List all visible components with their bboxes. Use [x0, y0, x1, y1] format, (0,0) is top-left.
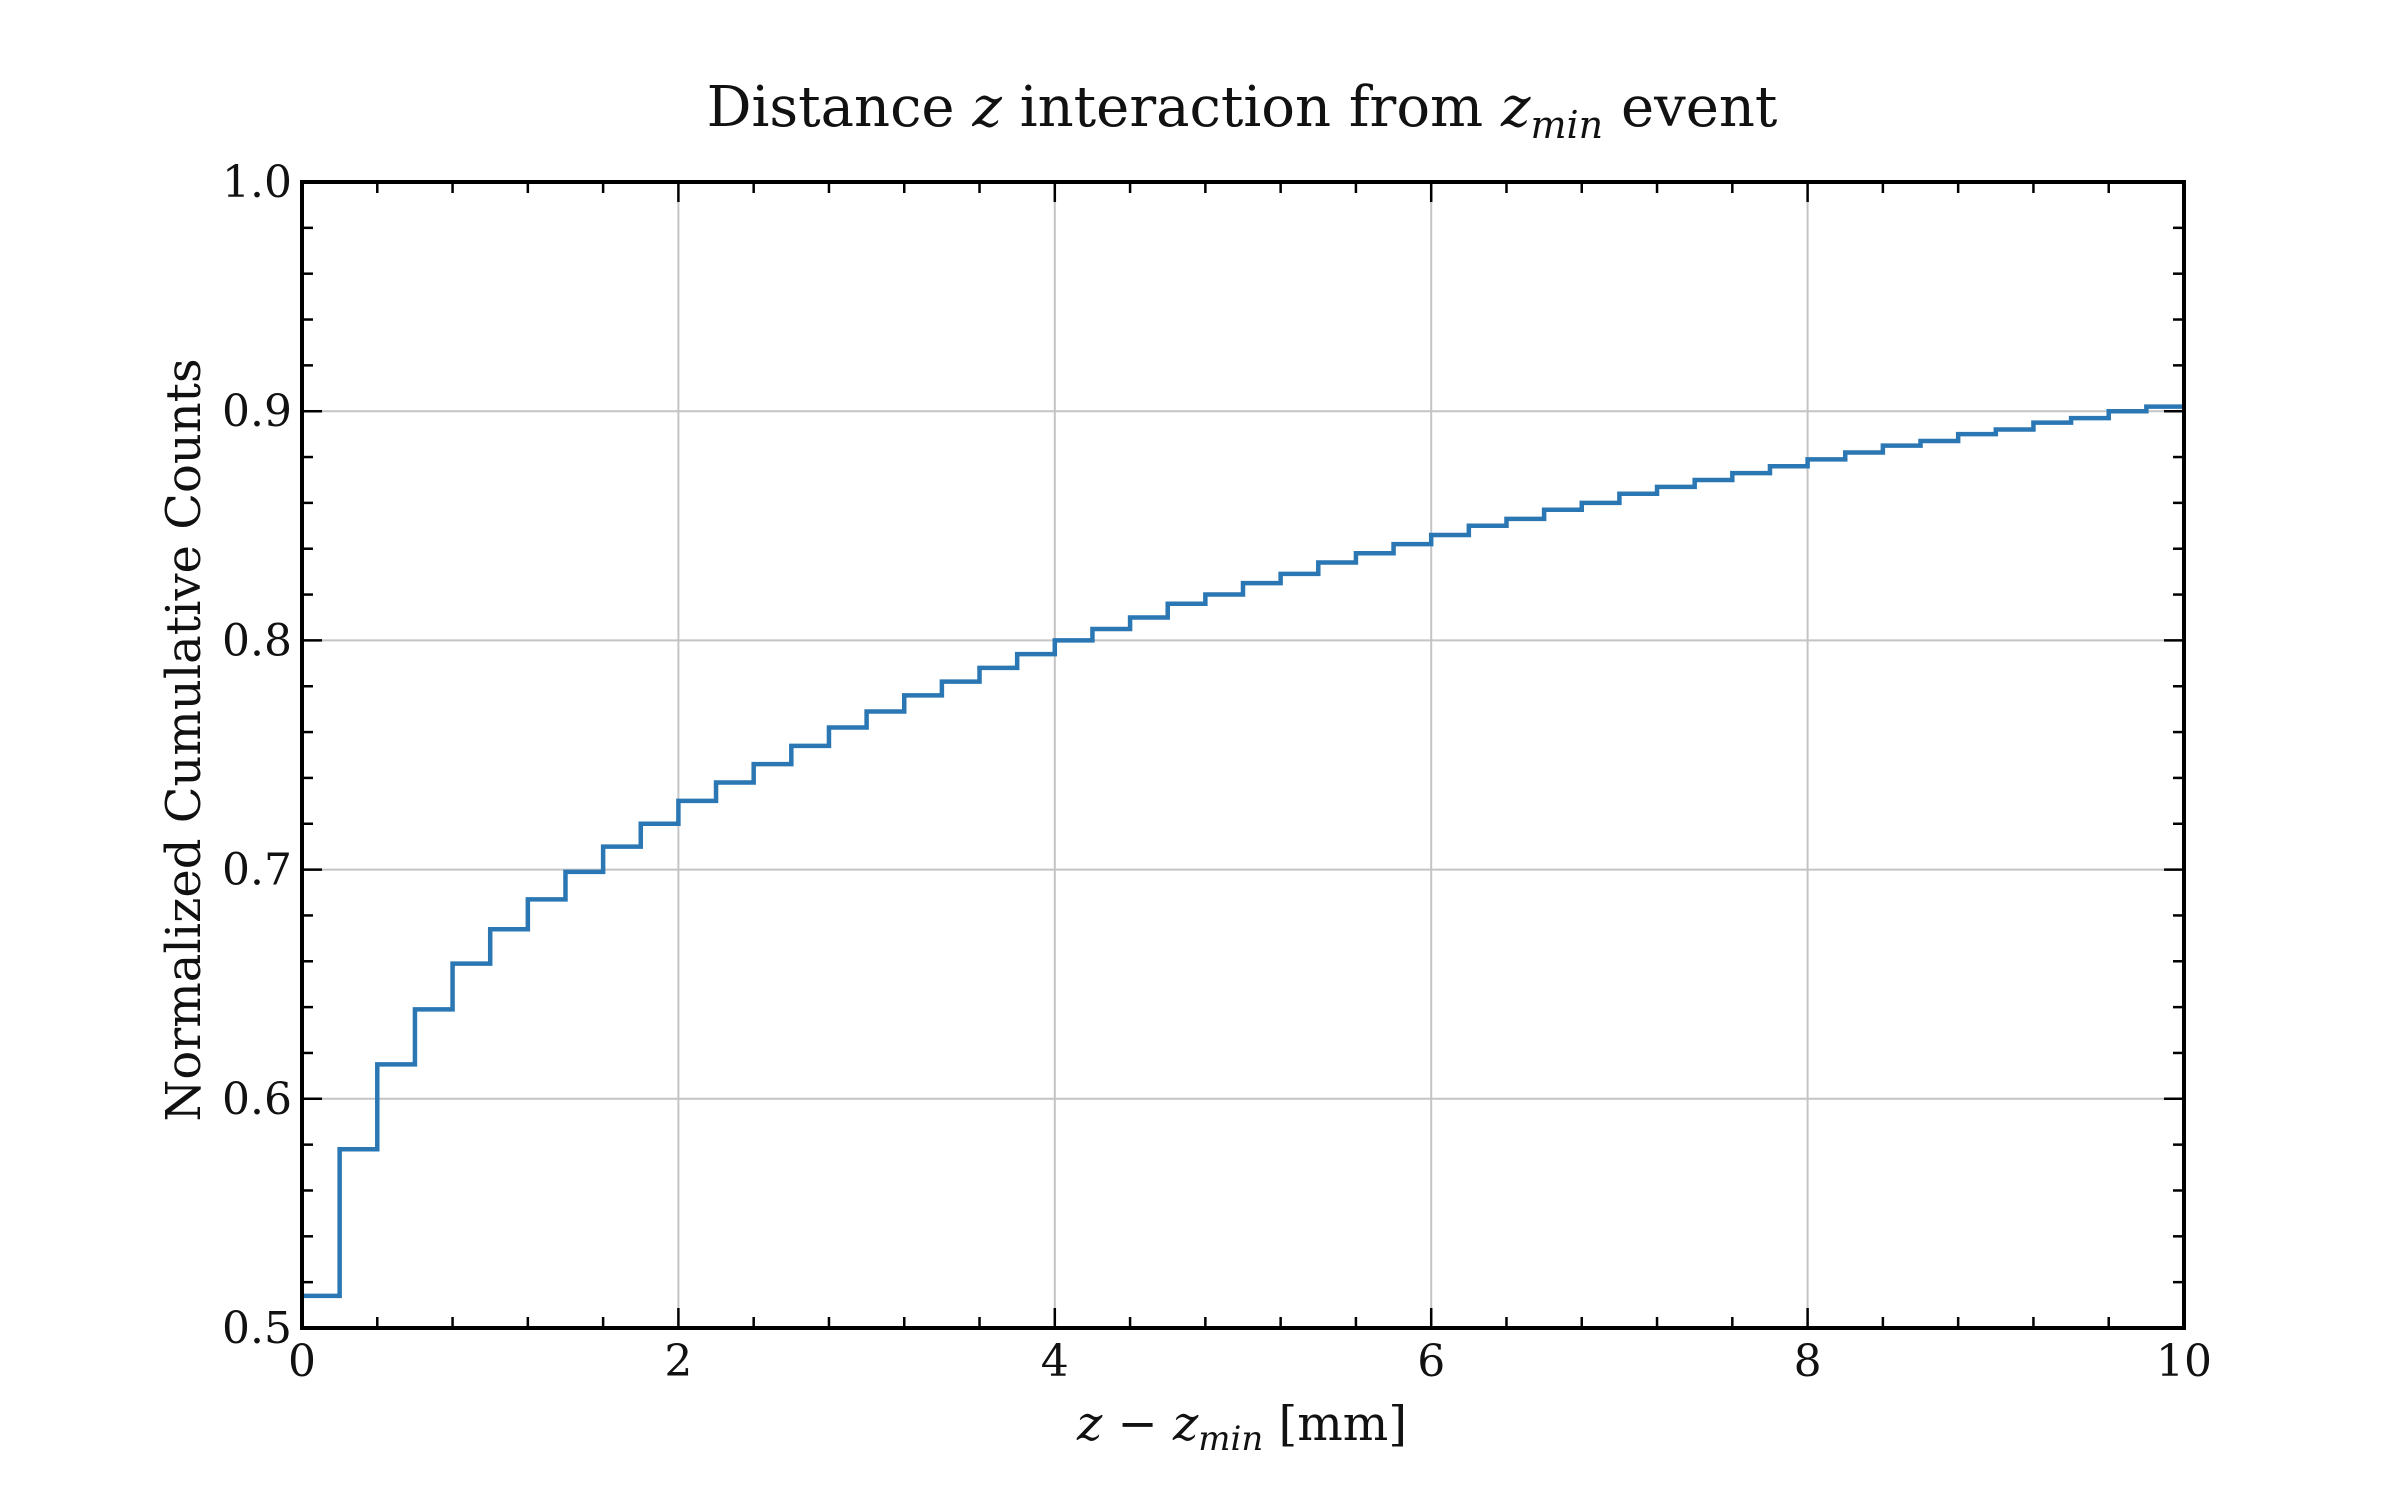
cumulative-step-line [302, 404, 2184, 1299]
grid-lines [302, 182, 2184, 1328]
x-tick-label: 6 [1417, 1336, 1445, 1387]
x-axis-label: z − zmin [mm] [1076, 1396, 1407, 1459]
y-tick-labels: 0.5 0.6 0.7 0.8 0.9 1.0 [222, 157, 292, 1354]
x-tick-label: 2 [664, 1336, 692, 1387]
y-axis-label: Normalized Cumulative Counts [156, 358, 212, 1121]
y-tick-label: 0.6 [222, 1074, 292, 1125]
y-tick-label: 0.8 [222, 615, 292, 666]
major-ticks [300, 180, 2186, 1330]
x-tick-label: 8 [1794, 1336, 1822, 1387]
minor-ticks [302, 182, 2184, 1328]
x-tick-labels: 0 2 4 6 8 10 [288, 1336, 2212, 1387]
y-tick-label: 0.9 [222, 386, 292, 437]
x-tick-label: 0 [288, 1336, 316, 1387]
x-tick-label: 4 [1041, 1336, 1069, 1387]
chart-title: Distance z interaction from zmin event [707, 75, 1778, 147]
y-tick-label: 1.0 [222, 157, 292, 208]
y-tick-label: 0.5 [222, 1303, 292, 1354]
plot-frame [300, 180, 2186, 1330]
x-tick-label: 10 [2156, 1336, 2212, 1387]
y-tick-label: 0.7 [222, 845, 292, 896]
